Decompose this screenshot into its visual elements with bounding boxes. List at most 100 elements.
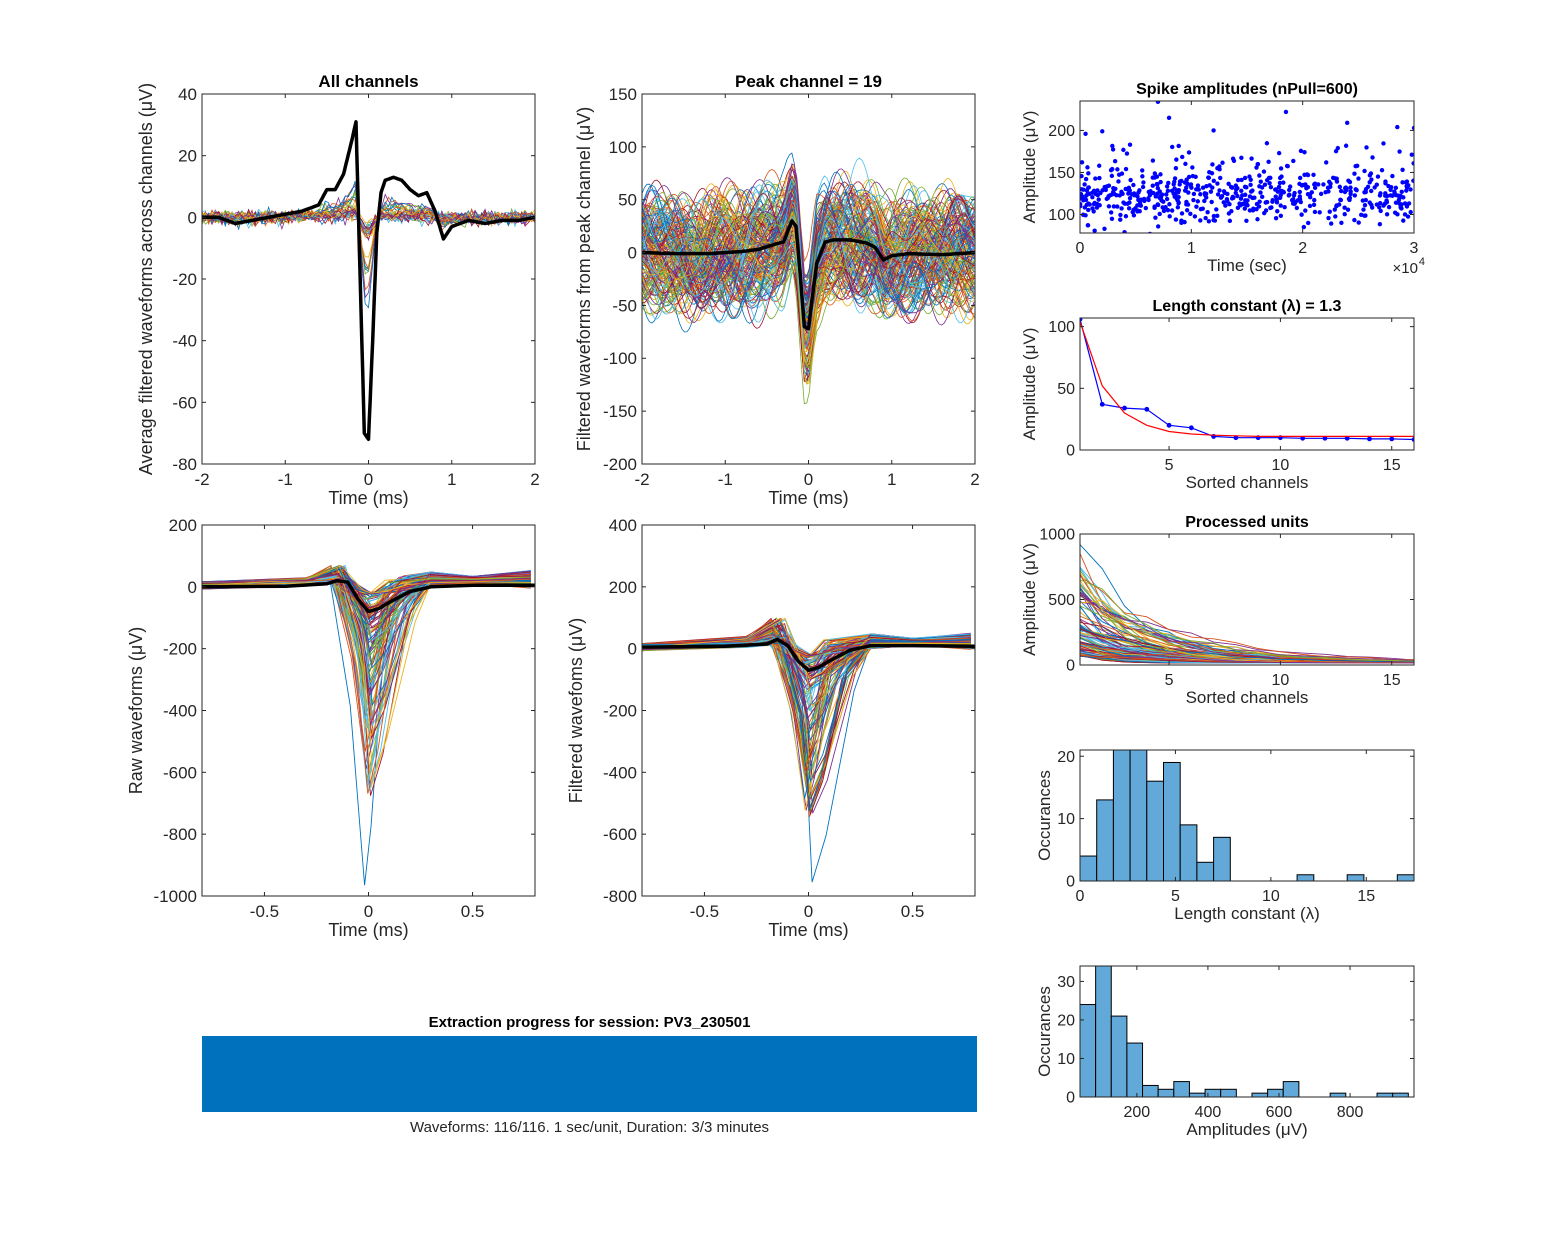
scatter-point [1364,145,1369,150]
scatter-point [1158,195,1164,200]
scatter-point [1363,213,1368,218]
scatter-point [1186,190,1191,195]
y-tick-label: -200 [603,701,637,720]
scatter-point [1080,194,1085,199]
scatter-point [1155,101,1161,105]
scatter-point [1081,187,1086,192]
x-tick-label: 2 [530,470,539,489]
scatter-point [1332,207,1337,212]
mean-trace [642,219,975,331]
plot-area [1080,101,1414,233]
scatter-point [1210,162,1215,167]
chart-title: Processed units [1185,514,1309,531]
scatter-point [1140,174,1145,179]
scatter-point [1164,184,1170,189]
scatter-point [1108,167,1114,173]
channel-trace [202,182,535,291]
scatter-point [1164,196,1170,202]
scatter-point [1233,190,1238,196]
scatter-point [1097,163,1102,168]
scatter-point [1327,209,1332,214]
scatter-point [1252,195,1257,200]
scatter-point [1239,177,1244,183]
x-tick-label: -2 [194,470,209,489]
series-marker [1367,436,1372,442]
scatter-point [1277,175,1283,181]
scatter-point [1343,185,1349,190]
scatter-point [1283,109,1289,115]
scatter-point [1297,189,1303,195]
x-axis-label: Time (ms) [768,920,848,940]
scatter-point [1375,174,1381,179]
scatter-point [1270,199,1275,204]
y-tick-label: 50 [1057,381,1075,398]
x-tick-label: -2 [634,470,649,489]
x-exponent-power: 4 [1419,256,1425,268]
series-marker [1188,425,1194,431]
x-tick-label: -0.5 [690,902,719,921]
unit-amplitude-trace [1080,576,1414,661]
plot-area [1080,750,1414,881]
scatter-point [1367,200,1372,205]
scatter-point [1394,193,1399,198]
scatter-point [1119,171,1125,176]
scatter-point [1242,206,1247,211]
scatter-point [1362,168,1367,174]
scatter-point [1208,189,1214,194]
scatter-point [1408,209,1413,215]
histogram-bar [1080,1004,1097,1097]
scatter-point [1307,203,1313,209]
scatter-point [1112,159,1118,164]
scatter-point [1140,168,1145,173]
scatter-point [1326,215,1331,221]
x-tick-label: 3 [1410,240,1419,257]
scatter-point [1243,200,1248,205]
scatter-point [1204,183,1209,189]
scatter-point [1299,212,1304,217]
x-axis-label: Sorted channels [1186,473,1309,492]
series-marker [1233,435,1239,441]
scatter-point [1345,207,1351,212]
scatter-point [1356,176,1361,181]
scatter-point [1301,224,1307,230]
scatter-point [1188,182,1193,188]
scatter-point [1123,214,1129,219]
y-tick-label: 150 [1048,165,1075,182]
scatter-point [1212,218,1218,223]
scatter-point [1396,197,1402,203]
scatter-point [1404,179,1410,184]
spike-trace [642,178,975,314]
scatter-point [1276,184,1282,190]
histogram-bar [1179,824,1198,881]
scatter-point [1386,183,1391,189]
scatter-point [1262,182,1268,187]
scatter-point [1370,155,1375,160]
scatter-point [1411,178,1414,183]
scatter-point [1367,180,1372,185]
x-tick-label: 600 [1266,1104,1293,1121]
scatter-point [1323,189,1328,195]
x-tick-label: -1 [718,470,733,489]
scatter-point [1378,200,1383,206]
y-tick-label: 100 [1048,207,1075,224]
plot-area [642,617,975,883]
scatter-point [1235,177,1241,183]
scatter-point [1312,182,1317,187]
scatter-point [1409,152,1414,157]
scatter-point [1235,186,1240,191]
scatter-point [1328,221,1334,226]
scatter-point [1244,218,1249,223]
scatter-point [1258,179,1263,184]
scatter-point [1100,188,1105,193]
x-axis-label: Length constant (λ) [1174,904,1320,923]
y-axis-label: Filtered waveforms from peak channel (μV… [574,107,594,452]
scatter-point [1248,189,1254,194]
scatter-point [1157,211,1162,217]
y-tick-label: -40 [172,332,197,351]
scatter-point [1191,197,1196,203]
scatter-point [1153,215,1158,220]
scatter-point [1215,165,1220,171]
scatter-point [1273,215,1279,221]
scatter-point [1165,188,1171,194]
scatter-point [1087,202,1092,207]
